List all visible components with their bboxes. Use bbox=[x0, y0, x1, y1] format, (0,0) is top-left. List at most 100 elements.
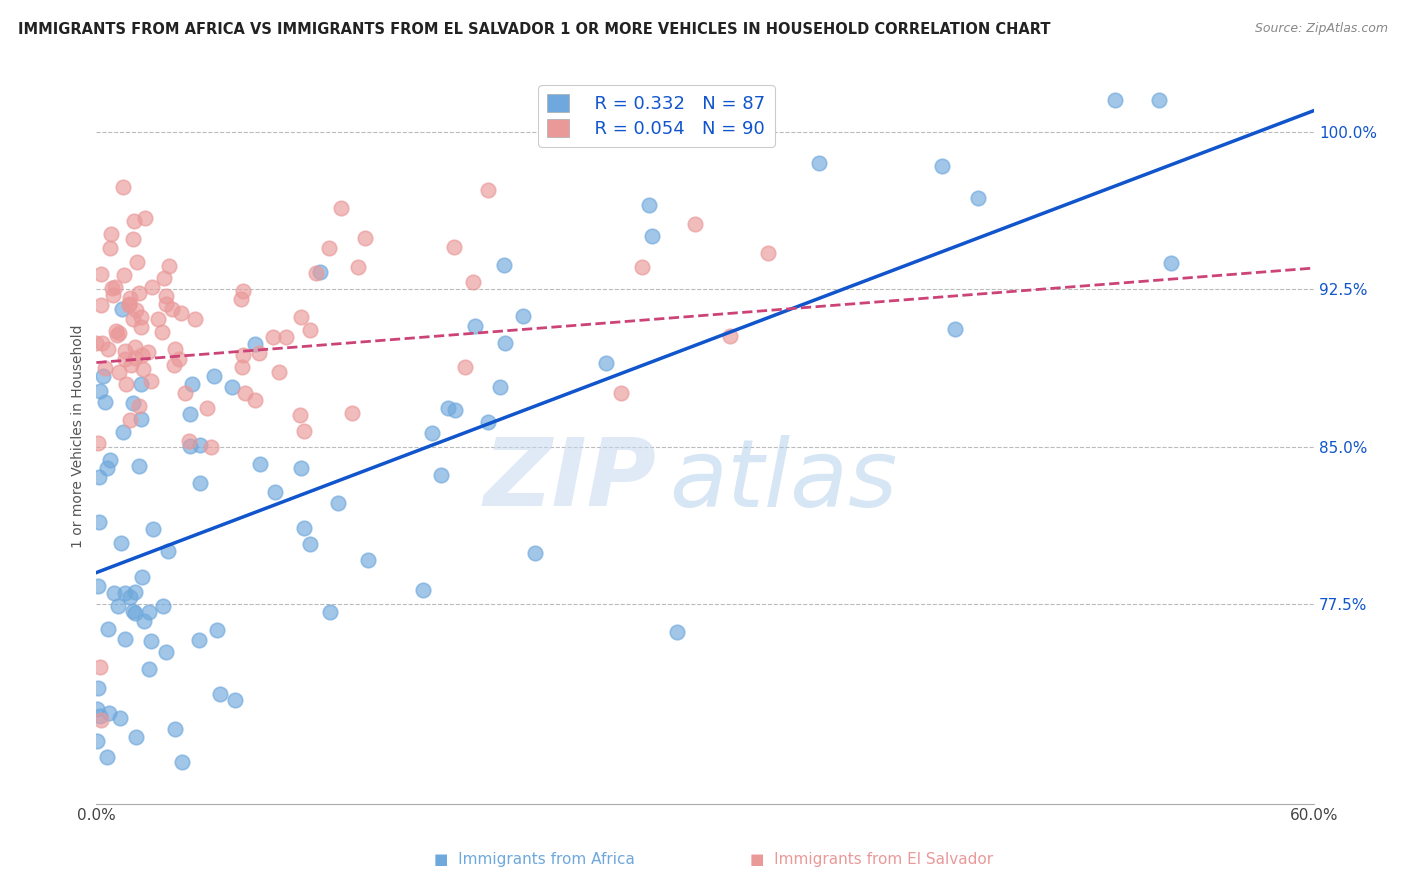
Point bbox=[94, 360, 117, 375]
Point bbox=[89, 660, 111, 674]
Point bbox=[86, 733, 108, 747]
Point bbox=[931, 159, 953, 173]
Point bbox=[122, 213, 145, 227]
Point bbox=[524, 546, 547, 560]
Point bbox=[118, 413, 141, 427]
Point bbox=[342, 406, 364, 420]
Point bbox=[87, 681, 110, 695]
Point bbox=[155, 289, 177, 303]
Point bbox=[488, 380, 510, 394]
Point bbox=[124, 585, 146, 599]
Text: IMMIGRANTS FROM AFRICA VS IMMIGRANTS FROM EL SALVADOR 1 OR MORE VEHICLES IN HOUS: IMMIGRANTS FROM AFRICA VS IMMIGRANTS FRO… bbox=[18, 22, 1050, 37]
Point bbox=[356, 552, 378, 566]
Point bbox=[443, 240, 465, 254]
Point bbox=[111, 301, 134, 316]
Point bbox=[104, 280, 127, 294]
Point bbox=[298, 323, 321, 337]
Point bbox=[132, 614, 155, 628]
Point bbox=[122, 312, 145, 326]
Point bbox=[184, 312, 207, 326]
Point bbox=[494, 335, 516, 350]
Point bbox=[179, 407, 201, 421]
Point bbox=[188, 632, 211, 647]
Point bbox=[346, 260, 368, 274]
Point bbox=[125, 302, 148, 317]
Point bbox=[318, 241, 340, 255]
Point bbox=[609, 385, 631, 400]
Point bbox=[233, 385, 256, 400]
Point bbox=[139, 633, 162, 648]
Point bbox=[319, 605, 342, 619]
Point bbox=[179, 440, 201, 454]
Point bbox=[142, 522, 165, 536]
Point bbox=[108, 365, 131, 379]
Point bbox=[155, 645, 177, 659]
Point bbox=[114, 376, 136, 391]
Point bbox=[128, 285, 150, 300]
Point bbox=[121, 396, 143, 410]
Legend:   R = 0.332   N = 87,   R = 0.054   N = 90: R = 0.332 N = 87, R = 0.054 N = 90 bbox=[538, 85, 775, 147]
Point bbox=[86, 702, 108, 716]
Point bbox=[87, 515, 110, 529]
Point bbox=[129, 376, 152, 391]
Point bbox=[98, 452, 121, 467]
Point bbox=[290, 408, 312, 422]
Point bbox=[292, 424, 315, 438]
Point bbox=[150, 325, 173, 339]
Point bbox=[105, 327, 128, 342]
Point bbox=[124, 351, 146, 365]
Point bbox=[129, 412, 152, 426]
Point bbox=[454, 359, 477, 374]
Text: atlas: atlas bbox=[669, 434, 897, 525]
Point bbox=[124, 730, 146, 744]
Point bbox=[174, 386, 197, 401]
Point bbox=[231, 359, 253, 374]
Point bbox=[97, 342, 120, 356]
Point bbox=[96, 750, 118, 764]
Point bbox=[430, 467, 453, 482]
Point bbox=[146, 312, 169, 326]
Point bbox=[263, 484, 285, 499]
Point bbox=[209, 687, 232, 701]
Point bbox=[157, 544, 180, 558]
Point bbox=[101, 288, 124, 302]
Point bbox=[121, 358, 143, 372]
Point bbox=[512, 309, 534, 323]
Point bbox=[98, 242, 121, 256]
Point bbox=[718, 328, 741, 343]
Point bbox=[96, 461, 118, 475]
Point bbox=[124, 606, 146, 620]
Point bbox=[195, 401, 218, 416]
Point bbox=[477, 415, 499, 429]
Point bbox=[354, 231, 377, 245]
Point bbox=[127, 255, 149, 269]
Point bbox=[274, 330, 297, 344]
Point bbox=[103, 585, 125, 599]
Point bbox=[232, 348, 254, 362]
Point bbox=[245, 337, 267, 351]
Point bbox=[110, 536, 132, 550]
Point bbox=[492, 259, 515, 273]
Point bbox=[290, 461, 312, 475]
Point bbox=[97, 706, 120, 720]
Point bbox=[131, 319, 153, 334]
Point bbox=[328, 496, 350, 510]
Point bbox=[1147, 93, 1170, 107]
Point bbox=[87, 579, 110, 593]
Point bbox=[111, 425, 134, 439]
Point bbox=[756, 245, 779, 260]
Point bbox=[108, 711, 131, 725]
Text: ■  Immigrants from El Salvador: ■ Immigrants from El Salvador bbox=[751, 852, 993, 867]
Y-axis label: 1 or more Vehicles in Household: 1 or more Vehicles in Household bbox=[72, 325, 86, 548]
Point bbox=[100, 227, 122, 241]
Point bbox=[641, 229, 664, 244]
Point bbox=[205, 623, 228, 637]
Point bbox=[200, 440, 222, 454]
Point bbox=[330, 201, 353, 215]
Point bbox=[177, 434, 200, 448]
Point bbox=[637, 198, 659, 212]
Point bbox=[105, 324, 128, 338]
Point bbox=[90, 713, 112, 727]
Point bbox=[89, 268, 111, 282]
Point bbox=[683, 217, 706, 231]
